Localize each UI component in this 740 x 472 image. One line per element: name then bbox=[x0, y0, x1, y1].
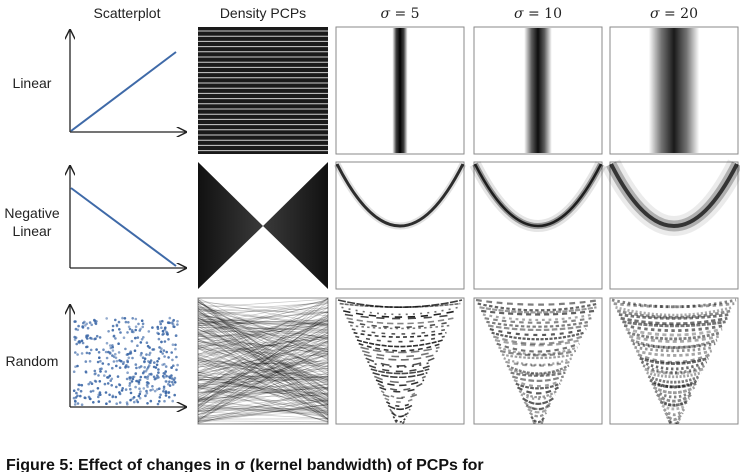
col-header-scatterplot: Scatterplot bbox=[94, 5, 161, 21]
row-label-linear: Linear bbox=[13, 75, 52, 91]
row-label-random: Random bbox=[6, 353, 59, 369]
density-pcp-negative-linear bbox=[198, 162, 328, 289]
kde-negative-sigma-5 bbox=[333, 161, 467, 290]
kde-linear-sigma-10 bbox=[473, 26, 603, 155]
kde-negative-sigma-10 bbox=[469, 161, 607, 290]
figure-caption: Figure 5: Effect of changes in σ (kernel… bbox=[6, 457, 484, 472]
kde-random-sigma-20 bbox=[609, 297, 739, 425]
col-header-sigma-20: σ = 20 bbox=[650, 6, 698, 22]
scatterplot-random bbox=[70, 305, 186, 407]
kde-linear-sigma-20 bbox=[609, 26, 739, 155]
density-pcp-random bbox=[197, 297, 329, 425]
col-header-sigma-10: σ = 10 bbox=[514, 6, 562, 22]
kde-negative-sigma-20 bbox=[602, 159, 740, 290]
scatterplot-linear bbox=[70, 30, 186, 132]
kde-linear-sigma-5 bbox=[335, 26, 465, 155]
col-header-sigma-5: σ = 5 bbox=[380, 6, 419, 22]
scatterplot-negative-linear bbox=[70, 166, 186, 268]
row-label-negative-linear: Linear bbox=[13, 223, 52, 239]
kde-random-sigma-5 bbox=[335, 297, 465, 425]
density-pcp-linear bbox=[198, 27, 328, 154]
col-header-density-pcps: Density PCPs bbox=[220, 5, 306, 21]
row-label-negative: Negative bbox=[4, 205, 59, 221]
kde-random-sigma-10 bbox=[473, 297, 603, 425]
